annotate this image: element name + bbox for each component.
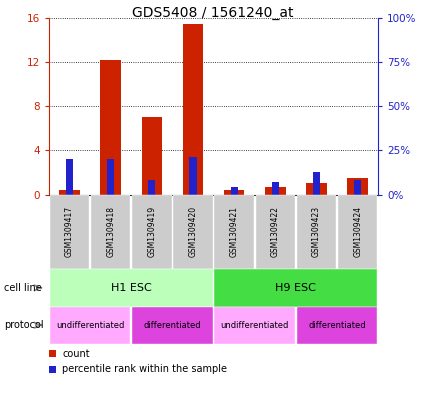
Bar	[230, 187, 238, 195]
Bar	[142, 117, 162, 195]
Text: GSM1309420: GSM1309420	[188, 206, 198, 257]
Bar	[306, 184, 327, 195]
Text: count: count	[62, 349, 90, 359]
Bar	[100, 60, 121, 195]
Bar	[183, 24, 203, 195]
Bar	[313, 171, 320, 195]
Text: undifferentiated: undifferentiated	[56, 321, 124, 330]
Text: GSM1309421: GSM1309421	[230, 206, 239, 257]
Text: differentiated: differentiated	[144, 321, 201, 330]
Bar	[107, 159, 114, 195]
Text: GSM1309422: GSM1309422	[271, 206, 280, 257]
Bar	[347, 178, 368, 195]
Text: protocol: protocol	[4, 320, 44, 330]
Bar	[272, 182, 279, 195]
Text: percentile rank within the sample: percentile rank within the sample	[62, 364, 227, 375]
Text: differentiated: differentiated	[308, 321, 366, 330]
Bar	[265, 187, 286, 195]
Text: cell line: cell line	[4, 283, 42, 293]
Text: GSM1309424: GSM1309424	[353, 206, 362, 257]
Bar	[59, 190, 80, 195]
Text: GDS5408 / 1561240_at: GDS5408 / 1561240_at	[132, 6, 293, 20]
Bar	[354, 180, 361, 195]
Bar	[224, 190, 244, 195]
Text: GSM1309419: GSM1309419	[147, 206, 156, 257]
Text: H1 ESC: H1 ESC	[111, 283, 152, 293]
Text: GSM1309423: GSM1309423	[312, 206, 321, 257]
Bar	[148, 180, 156, 195]
Bar	[190, 157, 197, 195]
Bar	[66, 159, 73, 195]
Text: GSM1309418: GSM1309418	[106, 206, 115, 257]
Text: H9 ESC: H9 ESC	[275, 283, 316, 293]
Text: GSM1309417: GSM1309417	[65, 206, 74, 257]
Text: undifferentiated: undifferentiated	[221, 321, 289, 330]
